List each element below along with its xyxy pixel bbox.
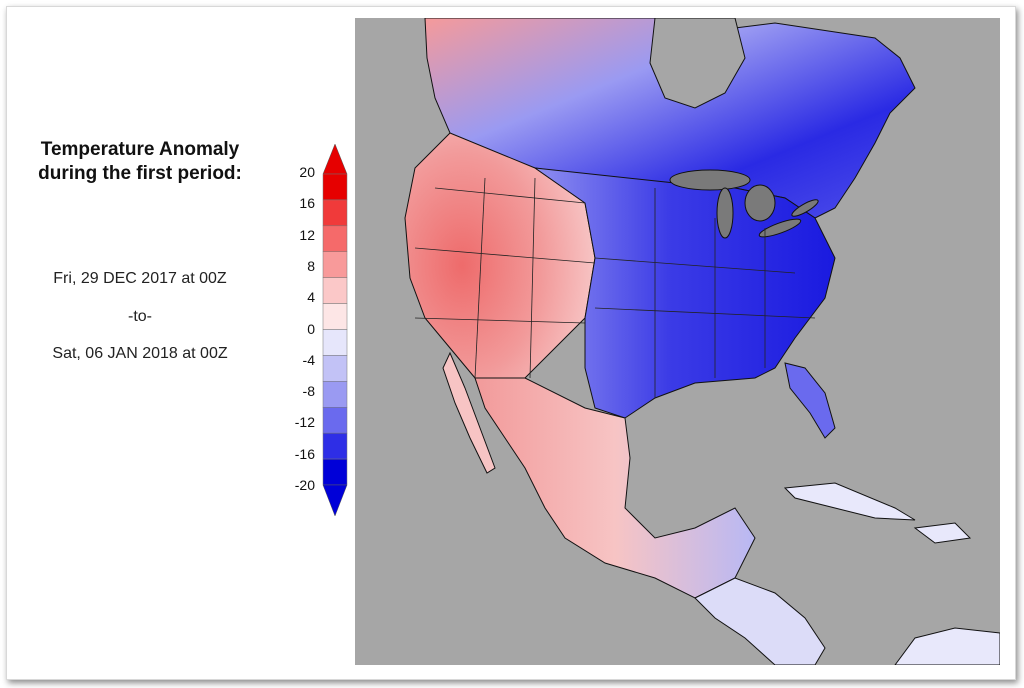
legend-arrow-up [322,143,348,175]
title-line-1: Temperature Anomaly [40,139,240,160]
legend-box [322,355,348,382]
legend-label: 8 [307,257,315,274]
legend-label: -8 [302,383,315,400]
state-borders [414,177,816,398]
hudson-bay [649,18,746,109]
legend-label: 0 [307,320,315,337]
lake-michigan [716,187,734,239]
legend-label: 20 [299,164,315,180]
lake-erie [758,218,802,238]
legend-box [322,251,348,278]
title-line-2: during the first period: [38,163,242,184]
legend-box [322,381,348,408]
legend-arrow-down [322,484,348,517]
legend-box [322,225,348,253]
central-america-region [694,577,826,665]
legend-label: 16 [299,195,315,212]
legend-box [322,407,348,434]
cuba [783,482,916,521]
great-lakes [669,169,819,239]
legend-label: 12 [299,226,315,243]
legend-box [322,199,348,227]
legend-boxes [322,173,348,486]
chart-title: Temperature Anomaly during the first per… [20,138,260,186]
lake-huron [744,184,776,222]
lake-ontario [791,199,819,217]
legend-box [322,329,348,356]
legend-label: -4 [302,351,315,368]
hispaniola [913,522,972,544]
period-start: Fri, 29 DEC 2017 at 00Z [53,270,227,287]
color-legend [322,143,348,517]
legend-label: -20 [294,477,315,493]
lake-superior [669,169,751,191]
legend-box [322,458,348,486]
legend-label: -12 [294,414,315,431]
anomaly-map [355,18,1000,665]
legend-box [322,173,348,201]
baja-california [442,351,496,474]
legend-box [322,303,348,330]
legend-label: -16 [294,445,315,462]
eastern-us-region [534,167,836,419]
period-end: Sat, 06 JAN 2018 at 00Z [52,345,228,362]
mexico-region [474,377,756,599]
florida [784,362,836,439]
legend-box [322,432,348,460]
legend-label: 4 [307,289,315,306]
period-to: -to- [128,308,152,325]
legend-box [322,277,348,304]
south-america-region [894,627,1000,665]
